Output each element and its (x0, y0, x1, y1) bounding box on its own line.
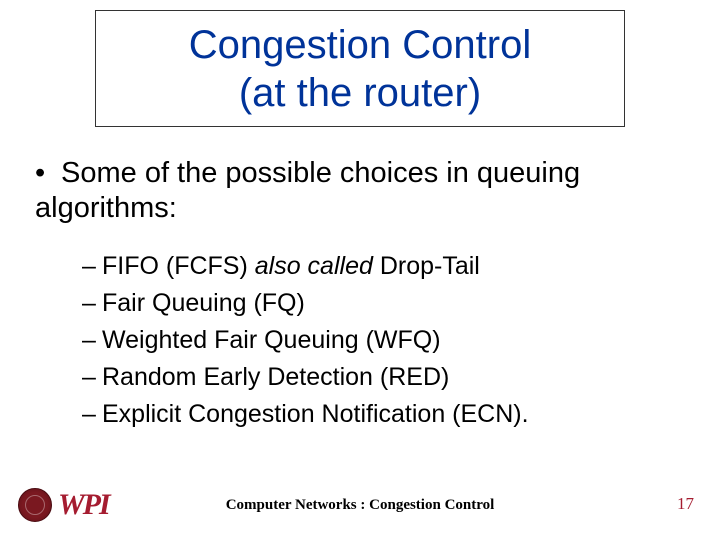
footer-center-text: Computer Networks : Congestion Control (0, 497, 720, 514)
item-prefix: FIFO (FCFS) (102, 252, 255, 280)
item-prefix: Fair Queuing (FQ) (102, 289, 305, 317)
item-prefix: Random Early Detection (RED) (102, 363, 449, 391)
title-line-2: (at the router) (239, 69, 481, 117)
dash-icon: – (82, 248, 102, 285)
item-prefix: Explicit Congestion Notification (ECN). (102, 400, 529, 428)
dash-icon: – (82, 322, 102, 359)
bullet-dot: • (35, 156, 61, 191)
title-line-1: Congestion Control (189, 21, 531, 69)
item-prefix: Weighted Fair Queuing (WFQ) (102, 326, 441, 354)
list-item: –FIFO (FCFS) also called Drop-Tail (82, 248, 682, 285)
slide-title-box: Congestion Control (at the router) (95, 10, 625, 127)
list-item: –Weighted Fair Queuing (WFQ) (82, 322, 682, 359)
item-italic: also called (255, 252, 373, 280)
item-suffix: Drop-Tail (373, 252, 480, 280)
main-bullet-text: Some of the possible choices in queuing … (35, 157, 580, 224)
main-bullet: •Some of the possible choices in queuing… (35, 156, 685, 226)
list-item: –Random Early Detection (RED) (82, 359, 682, 396)
page-number: 17 (677, 494, 694, 514)
list-item: –Explicit Congestion Notification (ECN). (82, 396, 682, 433)
dash-icon: – (82, 285, 102, 322)
list-item: –Fair Queuing (FQ) (82, 285, 682, 322)
slide-footer: WPI Computer Networks : Congestion Contr… (0, 482, 720, 522)
sub-bullet-list: –FIFO (FCFS) also called Drop-Tail –Fair… (82, 248, 682, 433)
dash-icon: – (82, 396, 102, 433)
dash-icon: – (82, 359, 102, 396)
